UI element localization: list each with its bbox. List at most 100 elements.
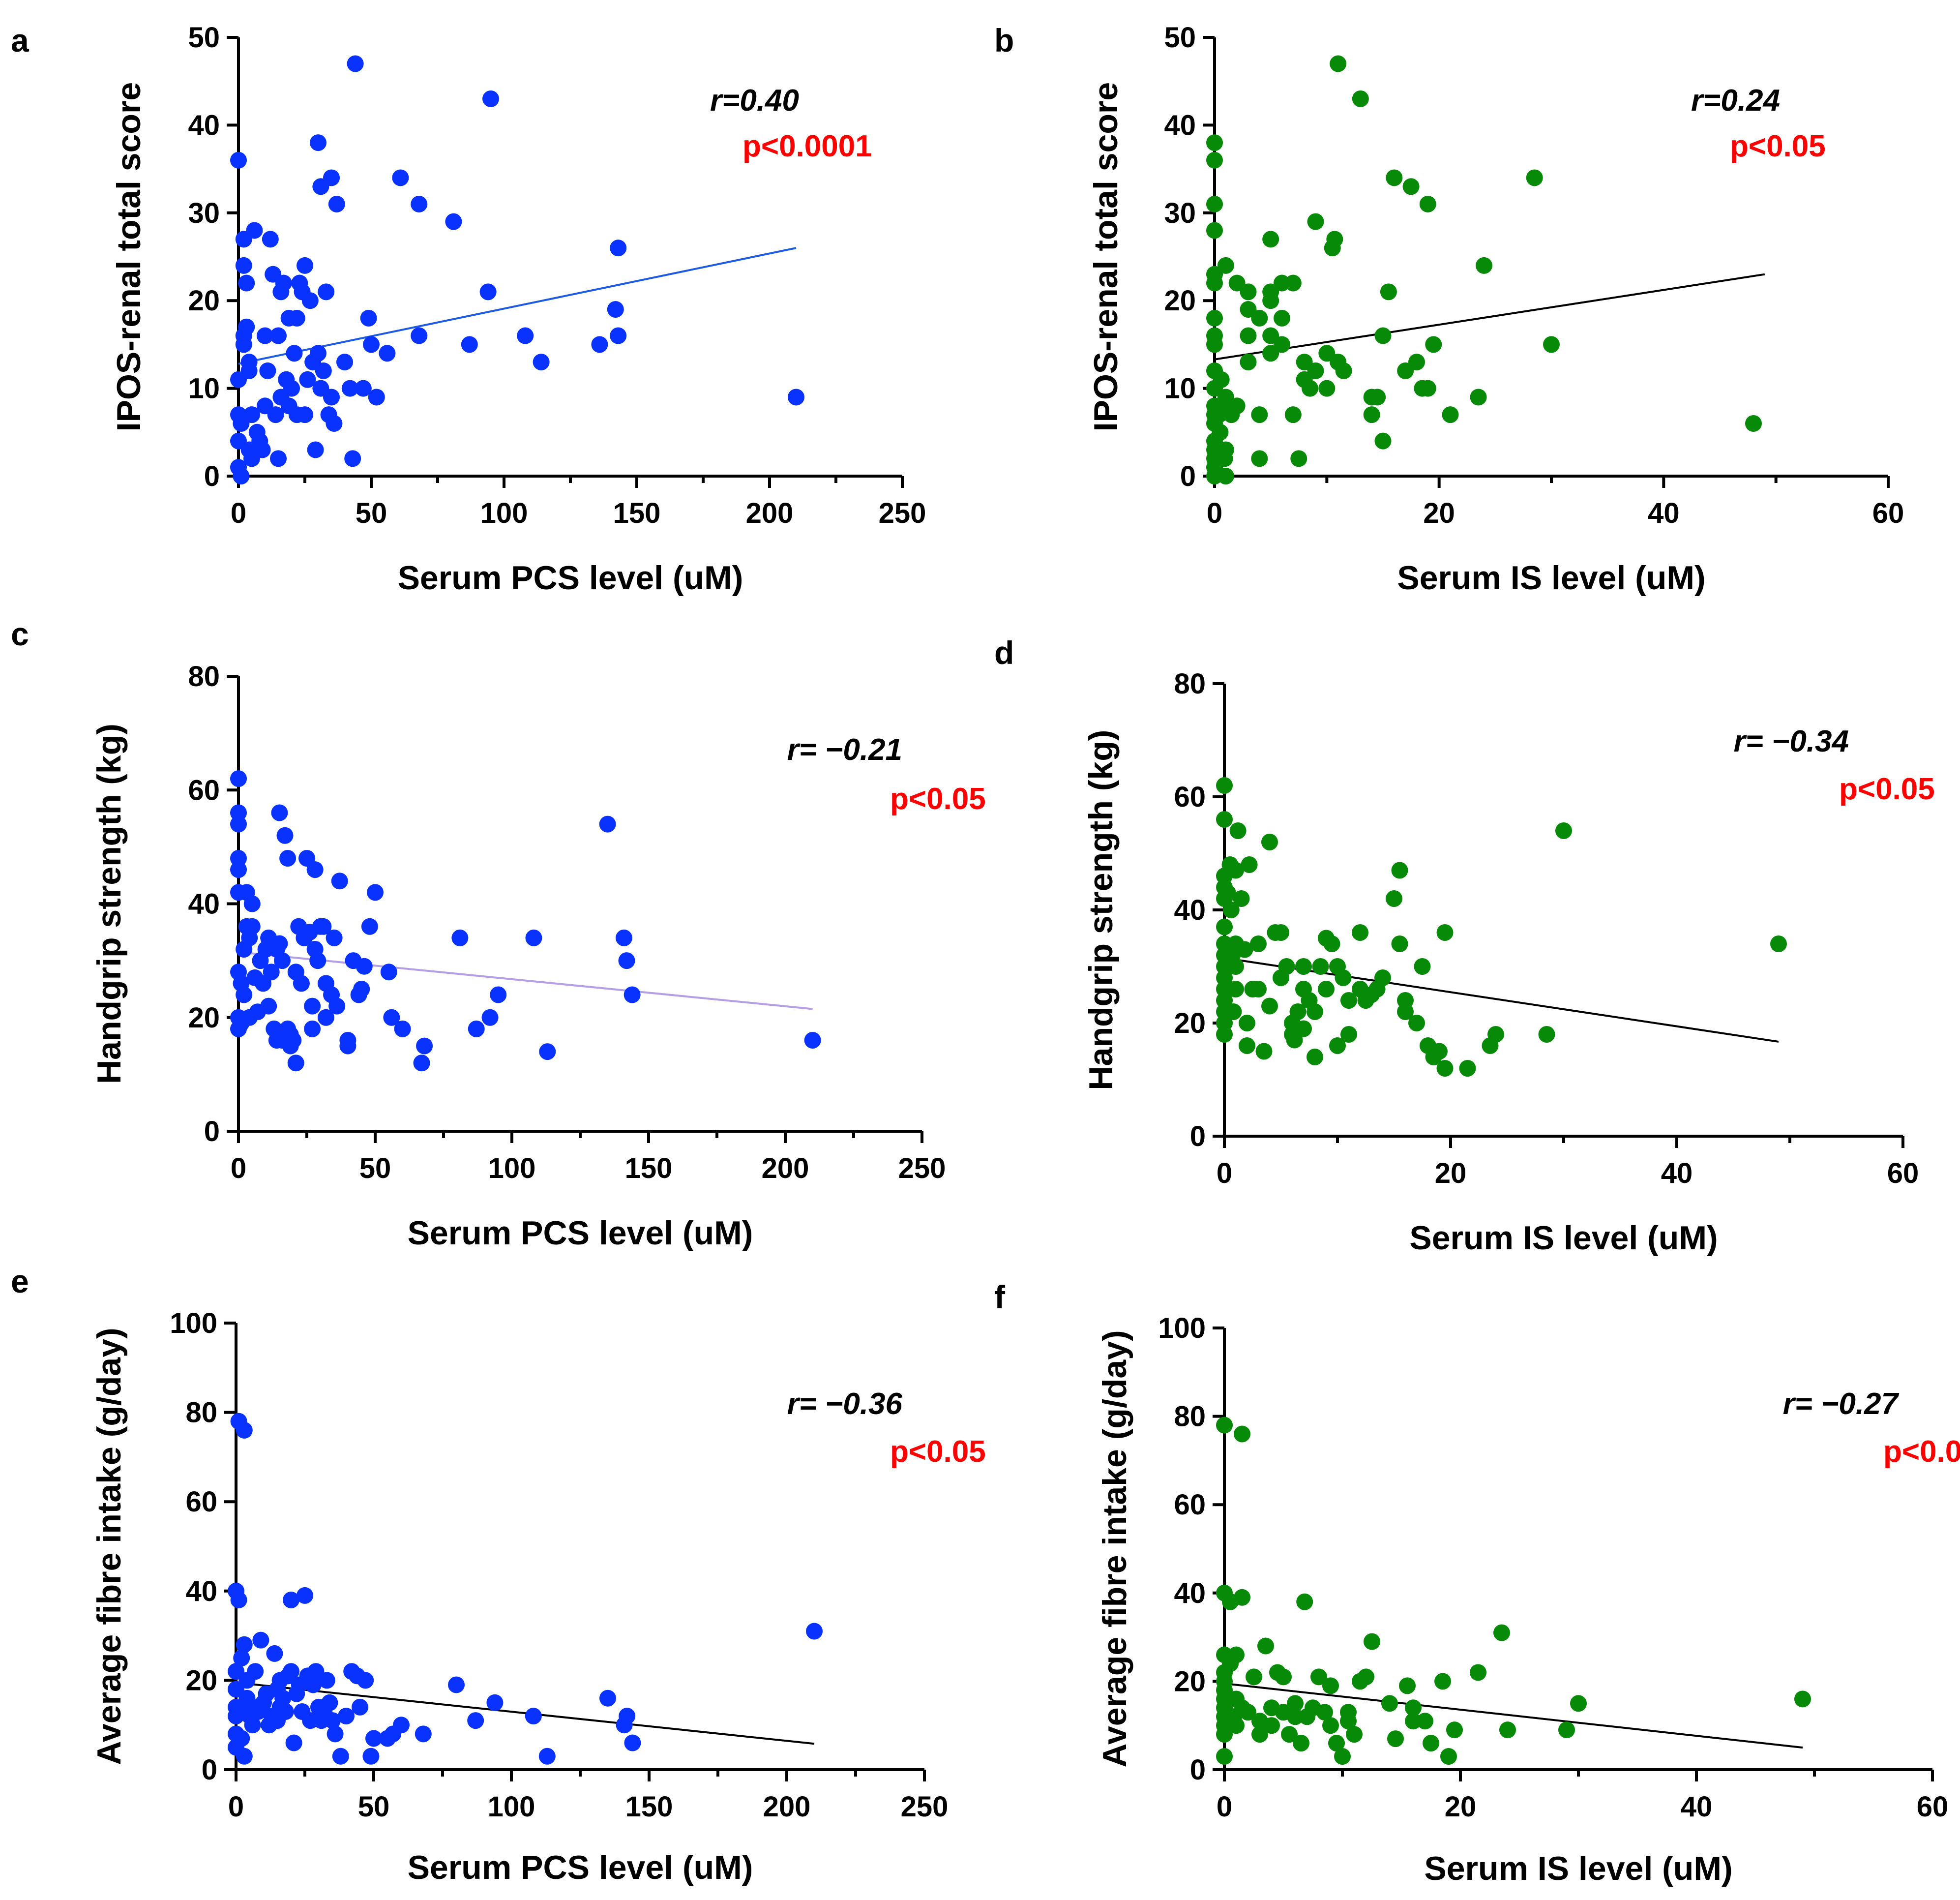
data-point [233, 1650, 250, 1666]
data-point [788, 389, 804, 406]
data-point [356, 958, 373, 975]
y-tick-label: 10 [188, 373, 220, 405]
data-point [1206, 309, 1223, 327]
data-point [270, 327, 287, 344]
y-tick-label: 40 [188, 109, 220, 141]
x-axis-title: Serum PCS level (uM) [408, 1214, 753, 1252]
data-point [1217, 389, 1234, 406]
data-point [1262, 292, 1279, 309]
y-tick-label: 30 [188, 197, 220, 229]
data-point [1405, 1699, 1422, 1717]
panel-label-e: e [11, 1263, 29, 1299]
data-point [1246, 1668, 1262, 1686]
y-tick-label: 80 [1174, 668, 1206, 700]
p-value: p<0.05 [1730, 129, 1826, 163]
data-point [326, 929, 343, 946]
x-tick-label: 20 [1435, 1157, 1467, 1189]
data-point [286, 345, 303, 362]
data-point [1281, 1726, 1298, 1743]
data-point [326, 415, 343, 432]
data-point [383, 1009, 400, 1026]
data-point [1217, 441, 1234, 458]
data-point [1228, 397, 1246, 415]
data-point [331, 873, 348, 890]
data-point [1346, 1726, 1363, 1743]
data-point [1470, 1664, 1486, 1681]
y-tick-label: 30 [1164, 197, 1196, 229]
data-point [1408, 354, 1425, 371]
x-tick-label: 200 [746, 497, 794, 529]
y-tick-label: 40 [185, 1575, 217, 1607]
y-tick-label: 40 [1174, 1577, 1206, 1609]
data-point [260, 997, 277, 1015]
x-tick-label: 150 [613, 497, 661, 529]
data-point [1374, 969, 1391, 986]
y-tick-label: 80 [185, 1397, 217, 1429]
data-point [1402, 178, 1420, 195]
data-point [1408, 1015, 1425, 1031]
x-tick-label: 150 [625, 1152, 673, 1184]
data-point [1240, 354, 1257, 371]
data-point [1745, 415, 1762, 432]
data-point [297, 1587, 313, 1604]
data-point [1286, 1031, 1303, 1049]
x-tick-label: 0 [1207, 497, 1222, 529]
data-point [1318, 380, 1336, 397]
x-tick-label: 250 [879, 497, 926, 529]
data-point [328, 195, 345, 212]
x-tick-label: 200 [762, 1152, 809, 1184]
y-tick-label: 50 [1164, 22, 1196, 54]
x-tick-label: 20 [1423, 497, 1455, 529]
data-point [293, 975, 310, 992]
data-point [1217, 257, 1234, 274]
data-point [1312, 958, 1329, 975]
data-point [243, 895, 261, 912]
data-point [486, 1694, 504, 1711]
data-point [368, 389, 385, 406]
data-point [299, 371, 316, 388]
x-tick-label: 150 [625, 1791, 673, 1823]
data-point [1442, 406, 1459, 423]
data-point [1216, 1417, 1233, 1434]
data-point [1216, 1726, 1233, 1743]
data-point [344, 450, 361, 467]
data-point [336, 354, 353, 371]
data-point [619, 1708, 636, 1725]
data-point [1374, 432, 1392, 450]
data-point [1295, 1020, 1312, 1037]
data-point [297, 406, 313, 423]
data-point [243, 918, 261, 935]
data-point [490, 986, 507, 1003]
data-point [233, 1730, 250, 1747]
data-point [467, 1712, 484, 1729]
regression-line [236, 1681, 815, 1745]
regression-line [1214, 273, 1765, 361]
panel-b: b 0 10 20 30 40 50 0 20 40 60 Serum IS level (uM) IP… [994, 22, 1904, 597]
data-point [1397, 362, 1414, 379]
data-point [539, 1043, 556, 1060]
data-point [230, 815, 247, 833]
x-tick-label: 250 [898, 1152, 946, 1184]
data-point [315, 918, 332, 935]
data-point [1206, 134, 1223, 151]
x-axis-title: Serum PCS level (uM) [408, 1849, 753, 1886]
correlation-r: r= −0.34 [1734, 724, 1849, 758]
y-tick-label: 100 [170, 1307, 217, 1339]
data-point [254, 441, 271, 458]
y-axis-title: IPOS-renal total score [110, 82, 148, 431]
data-point [1363, 406, 1380, 423]
data-point [240, 362, 258, 379]
data-point [271, 804, 288, 821]
data-point [1241, 856, 1258, 873]
data-point [1251, 406, 1268, 423]
data-point [277, 1703, 294, 1720]
data-point [1295, 958, 1312, 975]
data-point [618, 952, 635, 969]
data-point [266, 1645, 283, 1662]
data-point [1262, 327, 1279, 344]
correlation-r: r= −0.21 [787, 733, 902, 767]
data-point [1250, 981, 1267, 997]
x-tick-label: 50 [359, 1152, 391, 1184]
data-point [1236, 941, 1253, 958]
y-axis-title: Average fibre intake (g/day) [1096, 1330, 1133, 1767]
